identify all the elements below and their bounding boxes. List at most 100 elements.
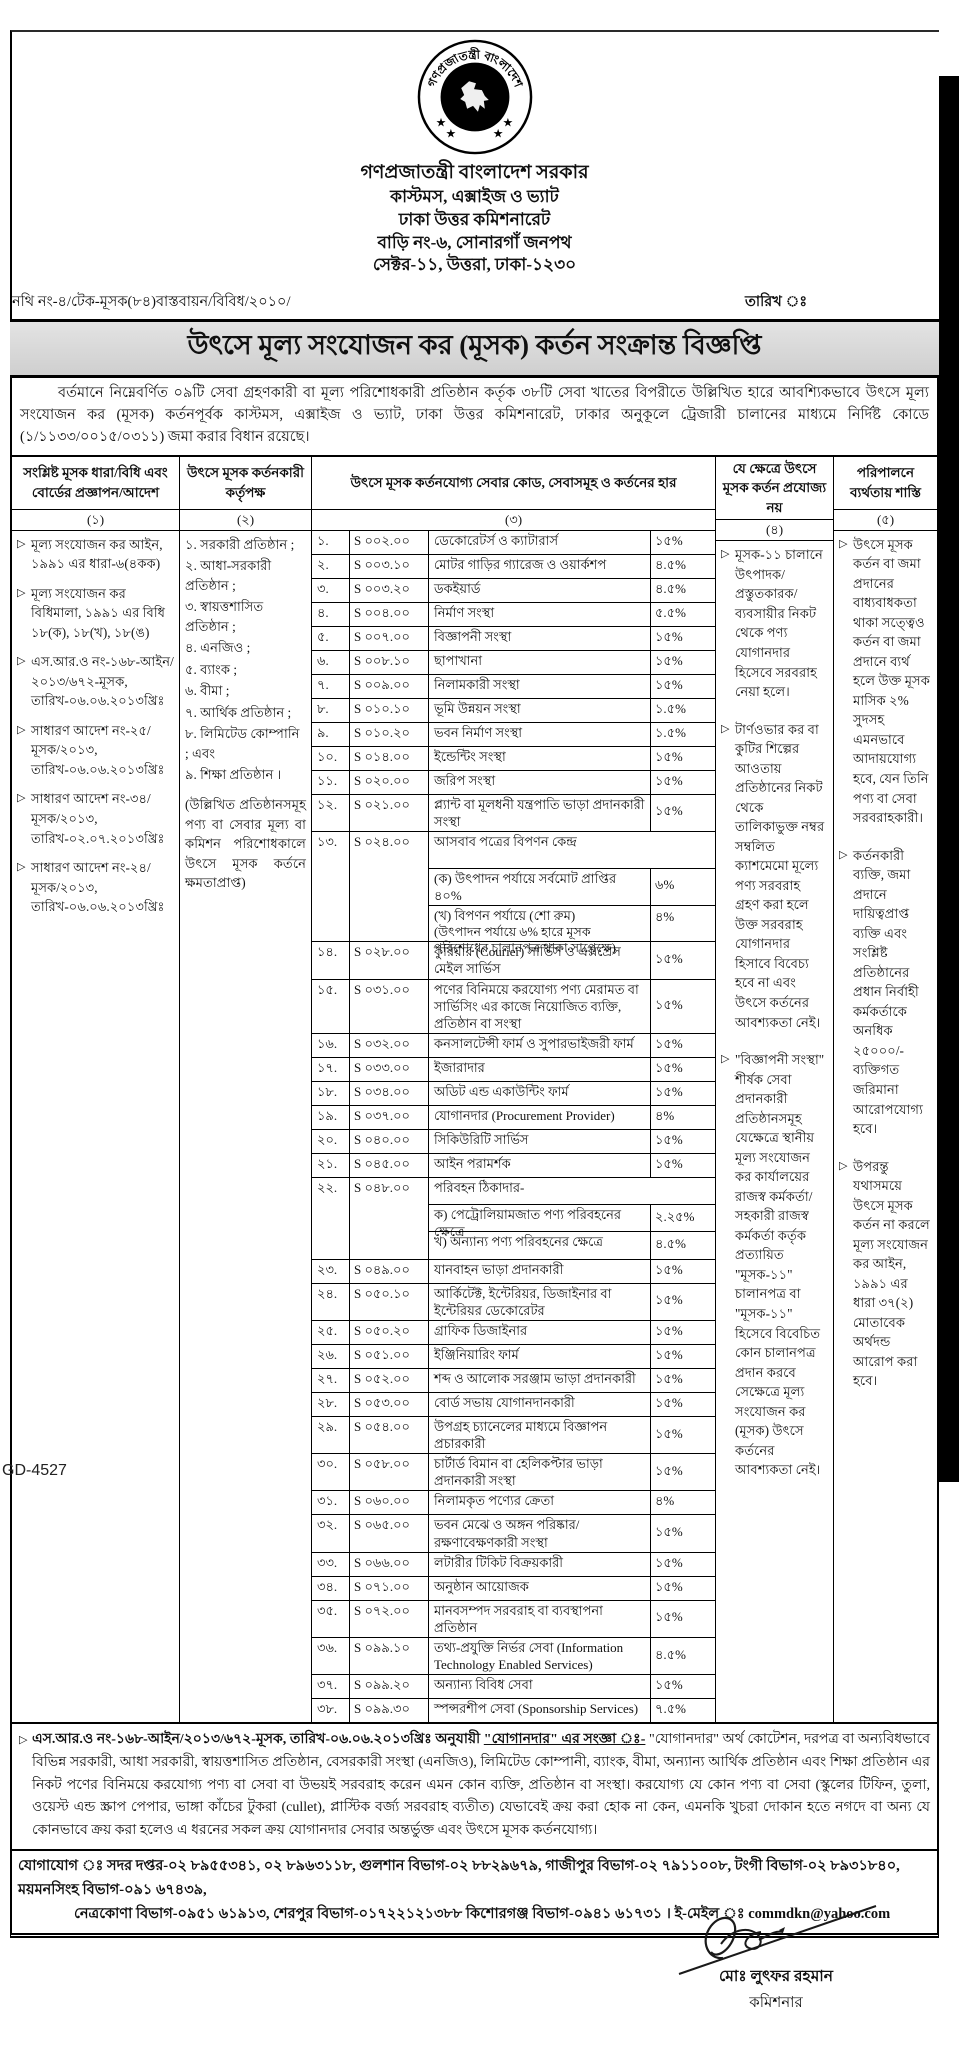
deducting-authority-item: ৪. এনজিও ; xyxy=(185,640,251,656)
service-row: ৯. S ০১০.২০ ভবন নির্মাণ সংস্থা ১.৫% xyxy=(312,722,715,747)
service-body: কুরিয়ার (Courier) সার্ভিস ও এক্সপ্রেস ম… xyxy=(429,942,715,979)
office-address-line2: সেক্টর-১১, উত্তরা, ঢাকা-১২৩০ xyxy=(372,255,577,275)
service-rate: ১৫% xyxy=(655,1261,683,1277)
contact-line2-text: নেত্রকোণা বিভাগ-০৯৫১ ৬১৯১৩, শেরপুর বিভাগ… xyxy=(74,1905,749,1922)
exemption-item-text: টার্ণওভার কর বা কুটির শিল্পের আওতায় প্র… xyxy=(735,721,825,1030)
service-row: ১৩. S ০২৪.০০ আসবাব পত্রের বিপণন কেন্দ্র (ক)… xyxy=(312,831,715,955)
arrow-bullet-icon: ▷ xyxy=(839,537,848,550)
service-body: অন্যান্য বিবিধ সেবা ১৫% xyxy=(429,1675,715,1699)
service-rate: ১৫% xyxy=(655,1578,683,1594)
service-body: জরিপ সংস্থা ১৫% xyxy=(429,770,715,794)
service-code: S ০৫৮.০০ xyxy=(350,1454,429,1491)
service-serial: ১৭. xyxy=(312,1058,350,1082)
service-code: S ০৪৮.০০ xyxy=(350,1178,429,1259)
service-code: S ০২৪.০০ xyxy=(350,831,429,942)
law-references-list: ▷ মূল্য সংযোজন কর আইন, ১৯৯১ এর ধারা-৬(৪কক… xyxy=(12,531,179,1723)
service-serial: ৯. xyxy=(312,722,350,746)
service-serial: ১৫. xyxy=(312,979,350,1034)
service-description: নির্মাণ সংস্থা xyxy=(429,602,651,626)
service-rate: ৪.৫% xyxy=(655,556,686,572)
print-reference-number: GD-4527 xyxy=(2,1462,67,1479)
letterhead: গণপ্রজাতন্ত্রী বাংলাদেশ সরকার ★ ★ ★ ★ গণ… xyxy=(10,30,939,277)
service-description: নিলামকারী সংস্থা xyxy=(429,674,651,698)
service-row: ২৬. S ০৫১.০০ ইঞ্জিনিয়ারিং ফার্ম ১৫% xyxy=(312,1344,715,1369)
service-serial: ২১. xyxy=(312,1154,350,1178)
memo-row: নথি নং-৪/টেক-মূসক(৮৪)বাস্তবায়ন/বিবিধ/২০… xyxy=(10,291,939,313)
service-rate: ১৫% xyxy=(655,1609,683,1625)
service-serial: ২৯. xyxy=(312,1416,350,1454)
service-serial: ২৭. xyxy=(312,1368,350,1392)
service-code: S ০৯৯.২০ xyxy=(350,1675,429,1699)
service-code: S ০৬৫.০০ xyxy=(350,1515,429,1552)
service-code: S ০২১.০০ xyxy=(350,794,429,831)
service-body: মানবসম্পদ সরবরাহ বা ব্যবস্থাপনা প্রতিষ্ঠ… xyxy=(429,1600,715,1638)
service-main-line: নিলামকারী সংস্থা ১৫% xyxy=(429,674,715,698)
service-main-line: বোর্ড সভায় যোগানদানকারী ১৫% xyxy=(429,1392,715,1416)
penalty-item: ▷ উপরন্তু যথাসময়ে উৎসে মূসক কর্তন না করল… xyxy=(839,1157,932,1391)
service-row: ১০. S ০১৪.০০ ইন্ডেন্টিং সংস্থা ১৫% xyxy=(312,746,715,771)
service-rate: ১৫% xyxy=(655,772,683,788)
service-row: ৩১. S ০৬০.০০ নিলামকৃত পণ্যের ক্রেতা ৪% xyxy=(312,1491,715,1516)
intro-text: বর্তমানে নিম্নেবর্ণিত ০৯টি সেবা গ্রহণকার… xyxy=(20,385,929,445)
service-row: ৩৮. S ০৯৯.৩০ স্পন্সরশীপ সেবা (Sponsorship … xyxy=(312,1699,715,1723)
law-reference-item: ▷ সাধারণ আদেশ নং-২৫/মূসক/২০১৩, তারিখ-০৬.০… xyxy=(17,721,174,780)
service-main-line: সিকিউরিটি সার্ভিস ১৫% xyxy=(429,1130,715,1154)
service-body: শব্দ ও আলোক সরঞ্জাম ভাড়া প্রদানকারী ১৫% xyxy=(429,1368,715,1392)
seal-ring-text-bottom: সরকার xyxy=(457,107,492,124)
service-description: প্ল্যান্ট বা মূলধনী যন্ত্রপাতি ভাড়া প্র… xyxy=(429,794,651,831)
footnote-reference: এস.আর.ও নং-১৬৮-আইন/২০১৩/৬৭২-মূসক, তারিখ-… xyxy=(32,1732,481,1748)
service-code: S ০৫৩.০০ xyxy=(350,1392,429,1416)
service-main-line: শব্দ ও আলোক সরঞ্জাম ভাড়া প্রদানকারী ১৫% xyxy=(429,1368,715,1392)
service-code: S ০৪৫.০০ xyxy=(350,1154,429,1178)
service-body: বোর্ড সভায় যোগানদানকারী ১৫% xyxy=(429,1392,715,1416)
service-main-line: আইন পরামর্শক ১৫% xyxy=(429,1154,715,1178)
arrow-bullet-icon: ▷ xyxy=(839,848,848,861)
service-row: ৪. S ০০৪.০০ নির্মাণ সংস্থা ৫.৫% xyxy=(312,602,715,627)
service-serial: ১০. xyxy=(312,746,350,770)
service-row: ১৮. S ০৩৪.০০ অডিট এন্ড একাউন্টিং ফার্ম ১৫% xyxy=(312,1082,715,1107)
service-rate: ১৫% xyxy=(655,748,683,764)
service-body: ইঞ্জিনিয়ারিং ফার্ম ১৫% xyxy=(429,1344,715,1368)
service-description: আইন পরামর্শক xyxy=(429,1154,651,1178)
office-name: ঢাকা উত্তর কমিশনারেট xyxy=(398,209,551,229)
service-row: ২০. S ০৪০.০০ সিকিউরিটি সার্ভিস ১৫% xyxy=(312,1130,715,1155)
law-reference-item: ▷ এস.আর.ও নং-১৬৮-আইন/২০১৩/৬৭২-মূসক, তারিখ… xyxy=(17,652,174,711)
date-label: তারিখ ঃ xyxy=(745,294,808,311)
column-header: উৎসে মূসক কর্তনযোগ্য সেবার কোড, সেবাসমূহ… xyxy=(312,457,715,510)
exemption-item-text: মূসক-১১ চালানে উৎপাদক/ প্রস্তুতকারক/ ব্য… xyxy=(735,547,823,700)
government-name: গণপ্রজাতন্ত্রী বাংলাদেশ সরকার xyxy=(360,162,589,183)
service-rate: ১৫% xyxy=(655,1346,683,1362)
service-rate: ৪% xyxy=(655,908,675,924)
service-row: ৩৬. S ০৯৯.১০ তথ্য-প্রযুক্তি নির্ভর সেবা (I… xyxy=(312,1638,715,1676)
service-body: নির্মাণ সংস্থা ৫.৫% xyxy=(429,602,715,626)
service-description: চার্টার্ড বিমান বা হেলিকপ্টার ভাড়া প্রদ… xyxy=(429,1454,651,1491)
service-serial: ৩৮. xyxy=(312,1699,350,1723)
service-description: গ্রাফিক ডিজাইনার xyxy=(429,1320,651,1344)
arrow-bullet-icon: ▷ xyxy=(721,722,730,735)
service-code: S ০০৪.০০ xyxy=(350,602,429,626)
service-rate: ১৫% xyxy=(655,532,683,548)
penalty-item-text: কর্তনকারী ব্যক্তি, জমা প্রদানে দায়িত্বপ… xyxy=(853,847,923,1137)
service-body: আর্কিটেক্ট, ইন্টেরিয়র, ডিজাইনার বা ইন্ট… xyxy=(429,1283,715,1320)
service-code: S ০৫৪.০০ xyxy=(350,1416,429,1454)
service-serial: ২০. xyxy=(312,1130,350,1154)
service-code: S ০৭২.০০ xyxy=(350,1600,429,1638)
service-description: ছাপাখানা xyxy=(429,650,651,674)
service-rate: ২.২৫% xyxy=(655,1208,695,1224)
service-sub-description: (খ) বিপণন পর্যায়ে (শো রুম) (উৎপাদন পর্যা… xyxy=(429,905,651,955)
service-body: ডকইয়ার্ড ৪.৫% xyxy=(429,578,715,602)
footnote-body: "যোগানদার" অর্থ কোটেশন, দরপত্র বা অন্যবি… xyxy=(32,1732,930,1839)
service-main-line: যানবাহন ভাড়া প্রদানকারী ১৫% xyxy=(429,1259,715,1283)
service-body: স্পন্সরশীপ সেবা (Sponsorship Services) ৭.… xyxy=(429,1699,715,1723)
service-row: ১২. S ০২১.০০ প্ল্যান্ট বা মূলধনী যন্ত্রপাত… xyxy=(312,794,715,832)
service-row: ৩. S ০০৩.২০ ডকইয়ার্ড ৪.৫% xyxy=(312,578,715,603)
service-main-line: মোটর গাড়ির গ্যারেজ ও ওয়ার্কশপ ৪.৫% xyxy=(429,554,715,578)
supplier-definition-footnote: ▷ এস.আর.ও নং-১৬৮-আইন/২০১৩/৬৭২-মূসক, তারি… xyxy=(10,1724,939,1851)
service-description: বোর্ড সভায় যোগানদানকারী xyxy=(429,1392,651,1416)
service-row: ২৭. S ০৫২.০০ শব্দ ও আলোক সরঞ্জাম ভাড়া প্র… xyxy=(312,1368,715,1393)
seal-star-icon: ★ xyxy=(435,116,446,130)
service-code: S ০০৩.২০ xyxy=(350,578,429,602)
service-rate: ১৫% xyxy=(655,1554,683,1570)
service-rate: ৬% xyxy=(655,877,675,893)
service-serial: ৩৬. xyxy=(312,1638,350,1675)
